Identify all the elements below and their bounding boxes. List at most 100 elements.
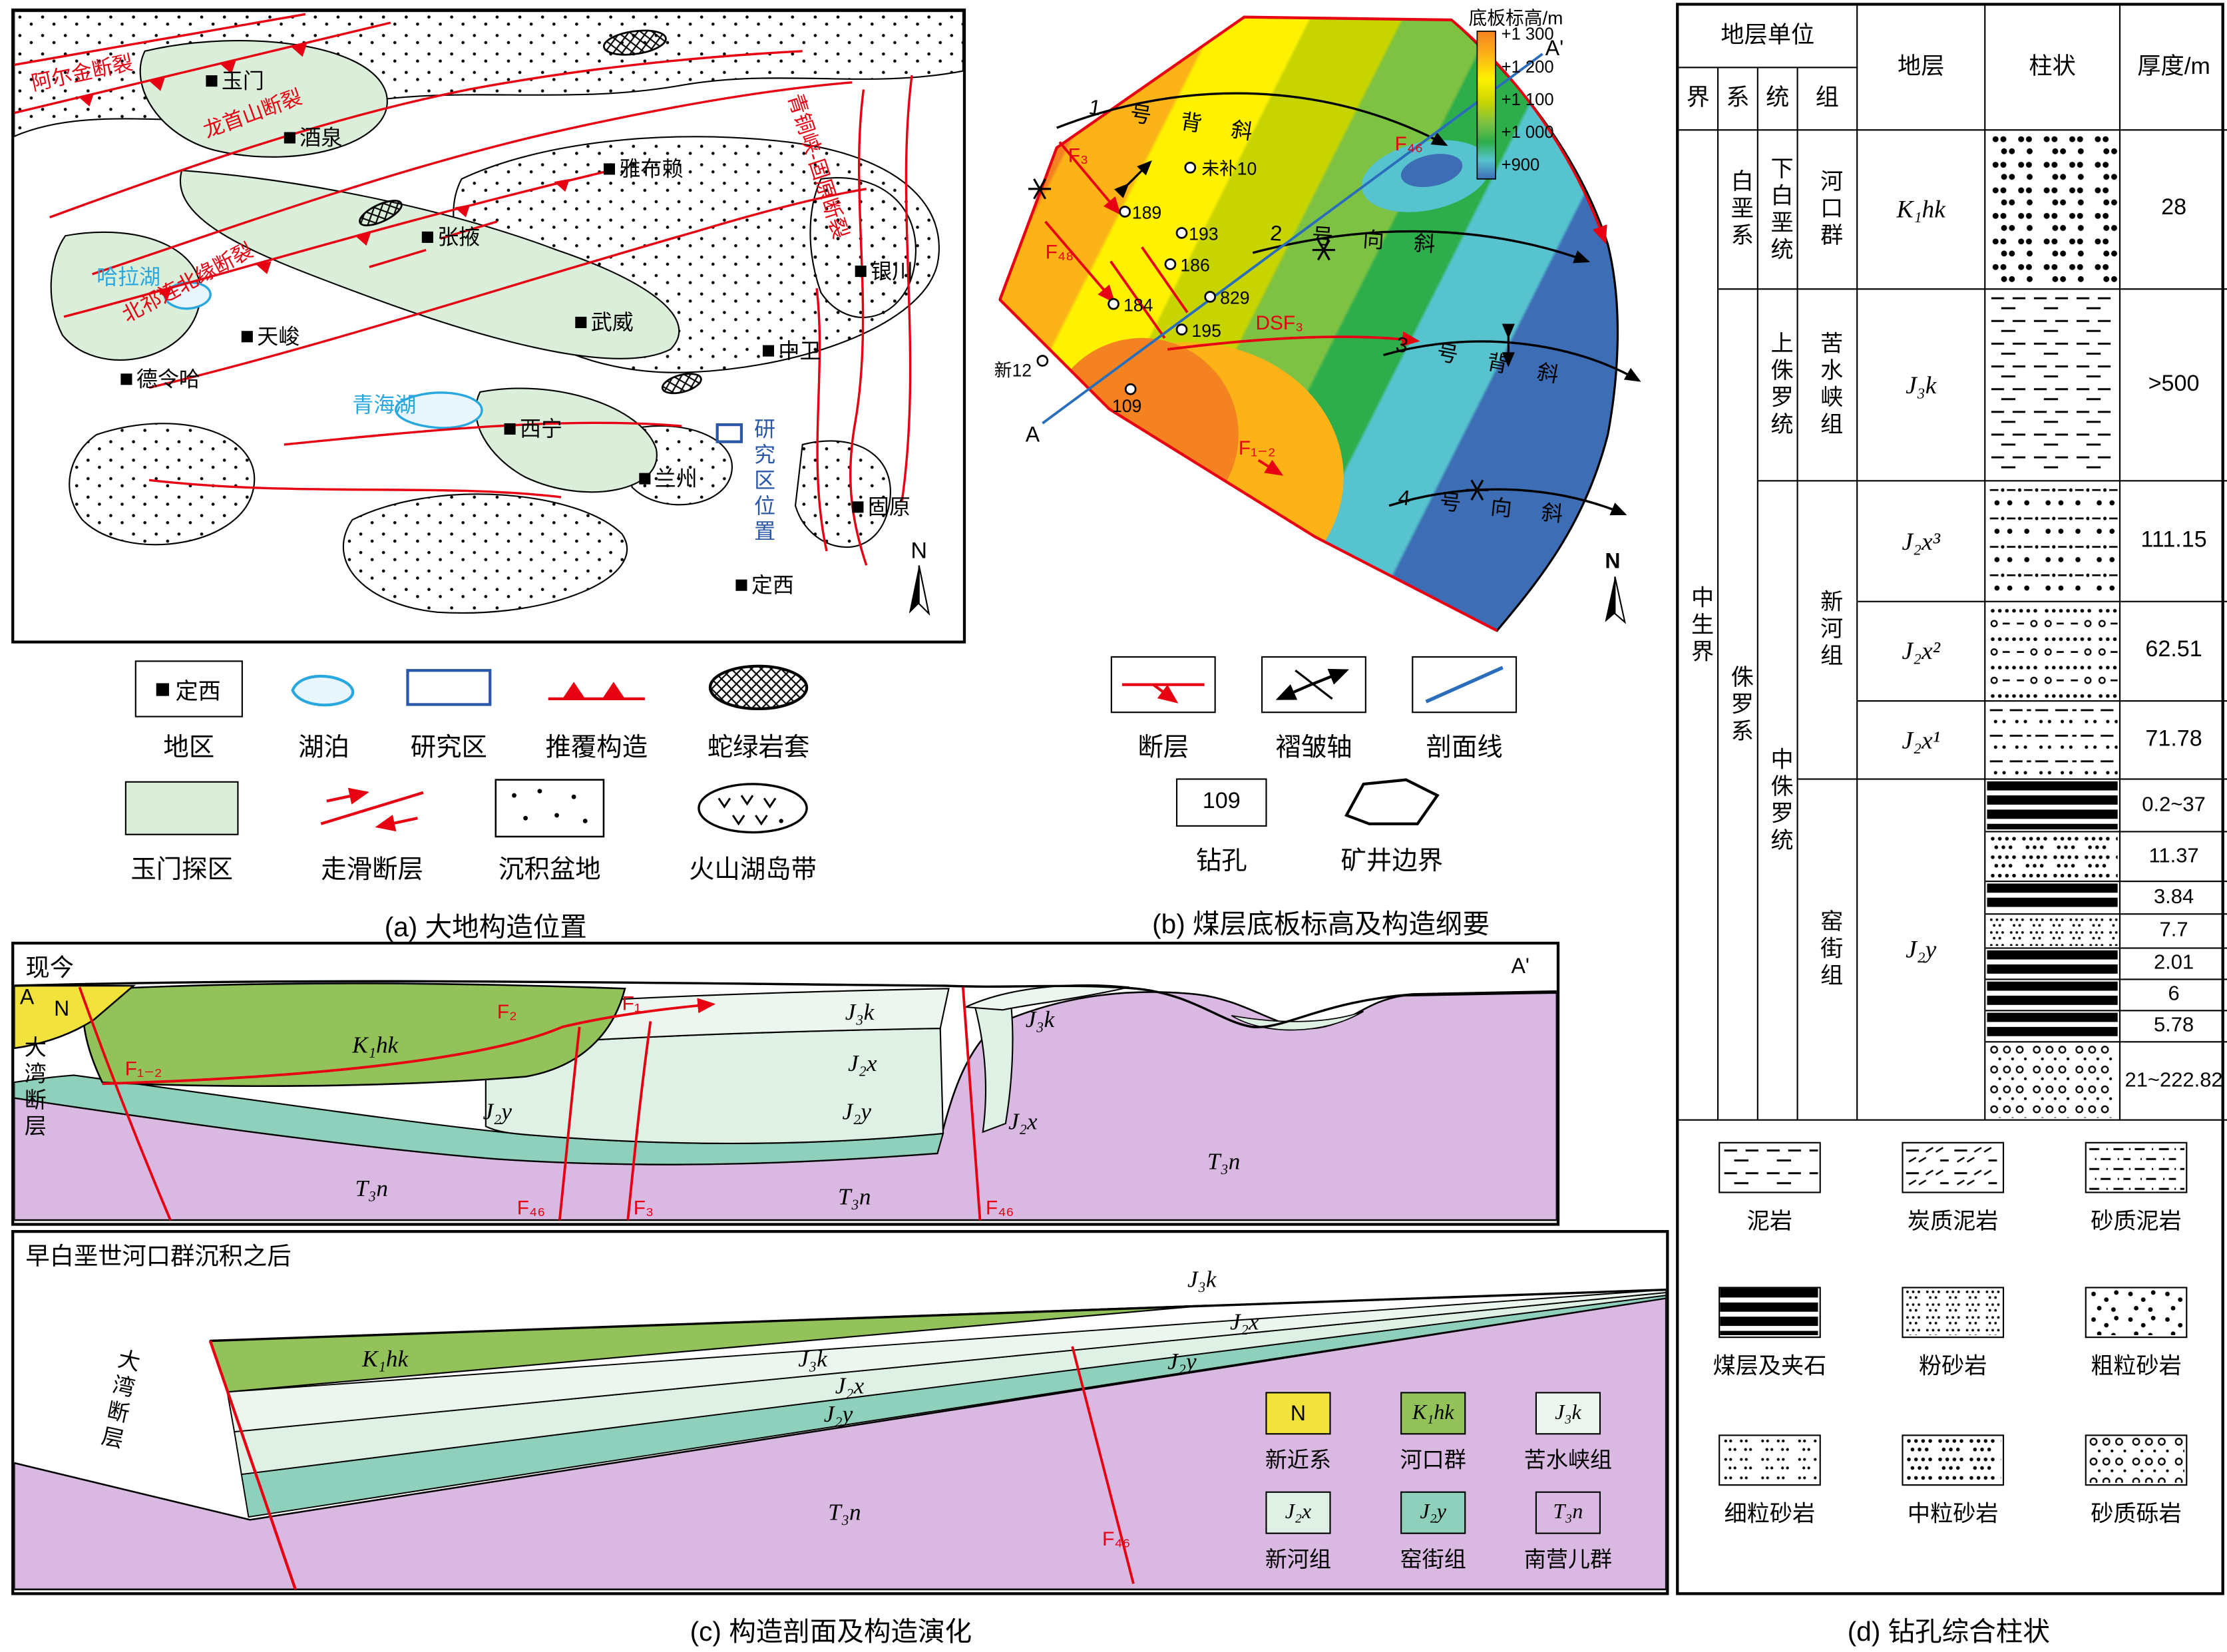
thickness-0: 28: [2121, 130, 2227, 290]
compass-b-arrow-icon: [1605, 576, 1627, 624]
caption-c: (c) 构造剖面及构造演化: [690, 1617, 972, 1648]
litho-icon-pat-coarse: [2085, 1287, 2188, 1339]
formation-xinhe: 新河组: [1798, 481, 1858, 780]
thickness-j2y-5: 6: [2121, 980, 2227, 1012]
legend-chip-name-0: 新近系: [1265, 1448, 1332, 1473]
litho-label-4: 粉砂岩: [1919, 1354, 1987, 1380]
label-J2y-mid: J₂y: [842, 1099, 871, 1125]
pat-coal-swatch: [1987, 1012, 2118, 1040]
borehole-label-2: 193: [1189, 224, 1218, 244]
header-unit: 地层单位: [1679, 5, 1858, 69]
litho-label-7: 中粒砂岩: [1907, 1502, 1999, 1528]
thickness-1: >500: [2121, 290, 2227, 482]
city-square-icon: [852, 501, 864, 513]
legend-chip-4: J₂y: [1400, 1491, 1466, 1534]
caption-d: (d) 钻孔综合柱状: [1847, 1617, 2050, 1648]
caption-b: (b) 煤层底板标高及构造纲要: [1152, 910, 1490, 940]
legend-thrust-icon: [542, 662, 651, 714]
formation-hekou: 河口群: [1798, 130, 1858, 290]
city-label: 中卫: [778, 339, 821, 364]
lake-label-qinghaihu: 青海湖: [352, 393, 417, 418]
study-area-marker: 研究区位置: [715, 417, 779, 559]
unit-N: [13, 984, 136, 1050]
city-0: 玉门: [206, 65, 264, 95]
system-cretaceous: 白垩系: [1719, 130, 1758, 290]
city-label: 雅布赖: [619, 157, 684, 182]
legend-volcanic-icon: [693, 778, 813, 839]
label-T3n-right: T₃n: [1207, 1148, 1240, 1174]
header-formation: 组: [1798, 68, 1858, 131]
borehole-dot-0: [1184, 161, 1197, 174]
legend-strikeslip-icon: [315, 781, 429, 835]
pat-coarse-icon: [2086, 1288, 2185, 1335]
city-square-icon: [639, 472, 651, 484]
contour-map-drawing: A' A 1号背斜 2号向斜 3号背斜 4号向斜 F₃ F₄₈ F₄₆ DSF₃…: [994, 7, 1641, 632]
city-label: 固原: [867, 495, 911, 520]
header-series: 统: [1758, 68, 1798, 131]
pat-sandymud-icon: [2086, 1143, 2185, 1191]
label-T3n-left: T₃n: [355, 1175, 388, 1201]
label-J2y: J₂y: [824, 1401, 853, 1427]
label-A-prime: A': [1512, 954, 1529, 978]
label-A: A: [20, 985, 35, 1009]
label-J3k-right: J₃k: [1187, 1266, 1217, 1292]
pat-coal-swatch: [1987, 883, 2118, 913]
legend-chip-2: J₃k: [1535, 1392, 1601, 1435]
column-cell-2: [1985, 481, 2121, 602]
borehole-dot-7: [1124, 383, 1137, 395]
fault-lines: [11, 13, 913, 566]
label-J3k: J₃k: [798, 1346, 828, 1372]
litho-label-5: 粗粒砂岩: [2091, 1354, 2182, 1380]
fault-F12-label: F₁₋₂: [1239, 437, 1276, 459]
thickness-j2y-4: 2.01: [2121, 949, 2227, 980]
lake-shapes: [163, 281, 483, 429]
legend-study-label: 研究区: [410, 733, 487, 761]
column-cell-1: [1985, 290, 2121, 482]
borehole-label-8: 新12: [994, 361, 1032, 381]
legend-boundary-label: 矿井边界: [1340, 846, 1444, 875]
city-7: 天峻: [241, 321, 300, 351]
borehole-label-4: 829: [1220, 288, 1249, 308]
city-square-icon: [855, 264, 867, 277]
section1-title: 现今: [25, 954, 74, 982]
city-square-icon: [206, 75, 218, 87]
city-label: 兰州: [654, 467, 698, 492]
city-square-icon: [603, 162, 616, 174]
header-thickness: 厚度/m: [2121, 6, 2227, 131]
unit-J2x-right: [973, 1003, 1014, 1134]
tectonic-map-drawing: [11, 11, 964, 614]
label-J2y-left: J₂y: [483, 1099, 512, 1125]
fault-F12-label: F₁₋₂: [125, 1058, 162, 1080]
fault-F46r-label: F₄₆: [986, 1197, 1014, 1219]
compass-a: N: [898, 540, 940, 620]
borehole-label-1: 189: [1132, 203, 1161, 223]
legend-volcanic-label: 火山湖岛带: [688, 855, 817, 884]
legend-lake-label: 湖泊: [298, 733, 349, 761]
fault-F1-label: F₁: [622, 992, 641, 1014]
pat-sandcongl-icon: [2086, 1436, 2185, 1483]
column-cell-9: [1985, 948, 2121, 980]
surface-line: [210, 1288, 1667, 1342]
borehole-dot-2: [1175, 227, 1188, 239]
borehole-label-7: 109: [1112, 396, 1141, 416]
caption-a: (a) 大地构造位置: [384, 913, 587, 943]
label-N-unit: N: [54, 996, 69, 1020]
ophiolite-belts: [359, 29, 702, 395]
pat-sandcongl-swatch: [1987, 1044, 2118, 1118]
north-arrow-icon: [909, 565, 930, 616]
section-start-label: A: [1026, 423, 1040, 447]
column-cell-7: [1985, 882, 2121, 915]
city-2: 雅布赖: [603, 153, 684, 183]
series-middle-jurassic: 中侏罗统: [1758, 481, 1798, 1121]
litho-icon-pat-med: [1902, 1434, 2005, 1486]
legend-region-icon: 定西: [134, 660, 243, 718]
fault-F46m-label: F₄₆: [517, 1197, 545, 1219]
pat-coal-swatch: [1987, 981, 2118, 1009]
era-mesozoic: 中生界: [1679, 130, 1719, 1121]
thickness-2: 111.15: [2121, 481, 2227, 602]
cross-section-present: F₁₋₂ F₂ F₁ F₄₆ F₃ F₄₆ K₁hk J₂y J₃k J₂x J…: [11, 941, 1560, 1226]
legend-boundary-icon: [1332, 772, 1452, 833]
legend-ophiolite-icon: [702, 659, 815, 716]
label-T3n: T₃n: [828, 1499, 861, 1525]
borehole-label-3: 186: [1180, 256, 1209, 276]
